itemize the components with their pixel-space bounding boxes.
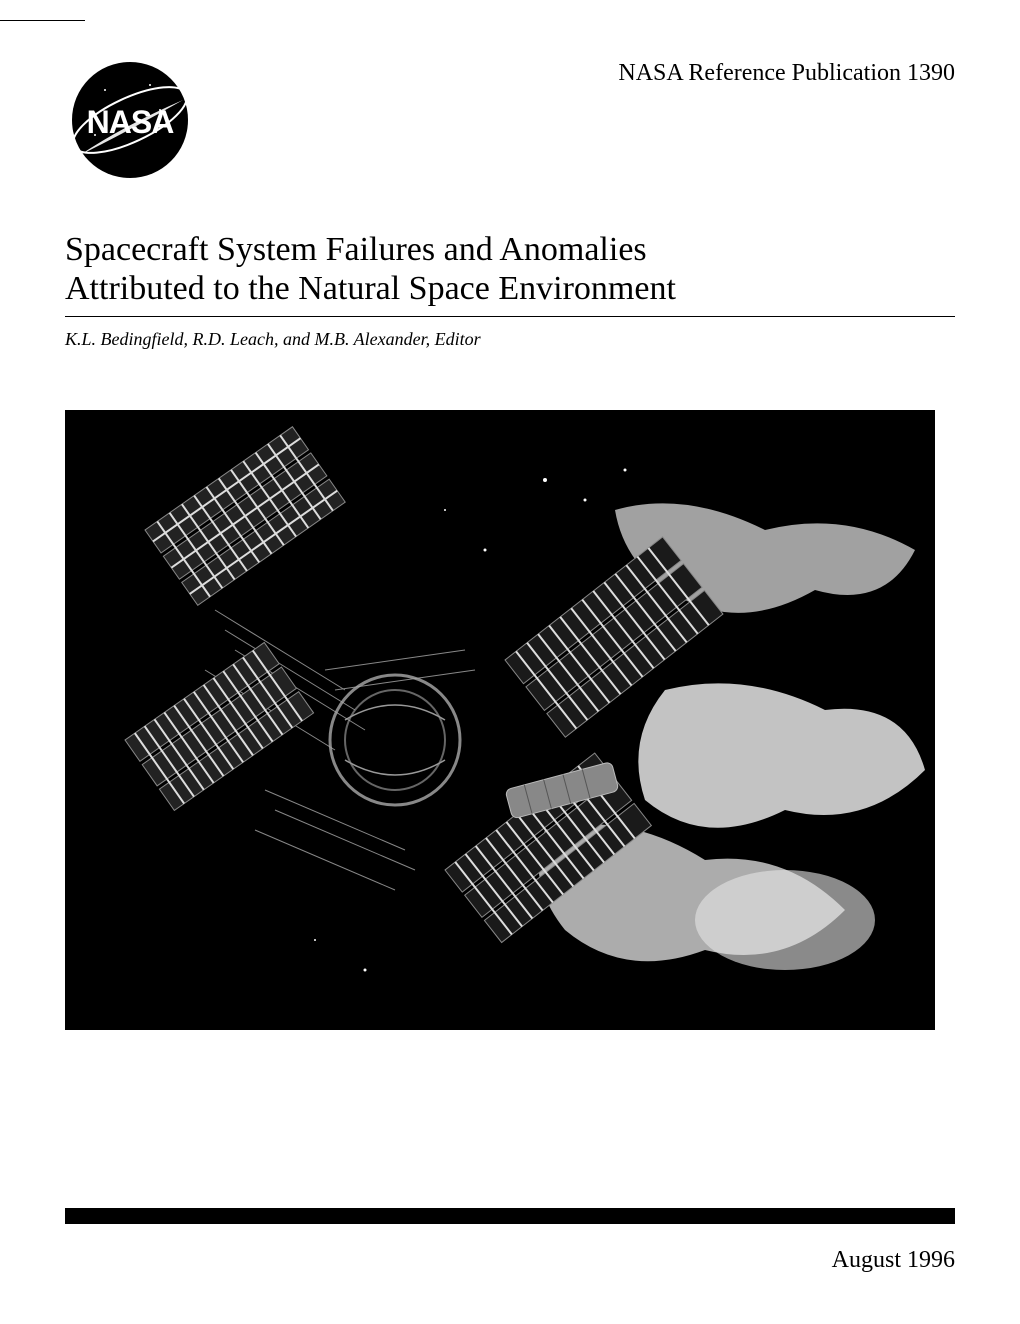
footer-thick-rule — [65, 1208, 955, 1224]
authors: K.L. Bedingfield, R.D. Leach, and M.B. A… — [65, 329, 955, 350]
svg-text:NASA: NASA — [87, 104, 175, 140]
publication-reference: NASA Reference Publication 1390 — [618, 60, 955, 87]
document-page: NASA NASA Reference Publication 1390 Spa… — [0, 0, 1020, 1324]
nasa-logo: NASA — [65, 55, 195, 185]
cover-image — [65, 410, 935, 1030]
title-underline — [65, 316, 955, 317]
document-title: Spacecraft System Failures and Anomalies… — [65, 230, 955, 308]
publication-date: August 1996 — [832, 1247, 955, 1274]
header-row: NASA NASA Reference Publication 1390 — [65, 60, 955, 185]
title-block: Spacecraft System Failures and Anomalies… — [65, 230, 955, 350]
top-corner-line — [0, 20, 85, 21]
